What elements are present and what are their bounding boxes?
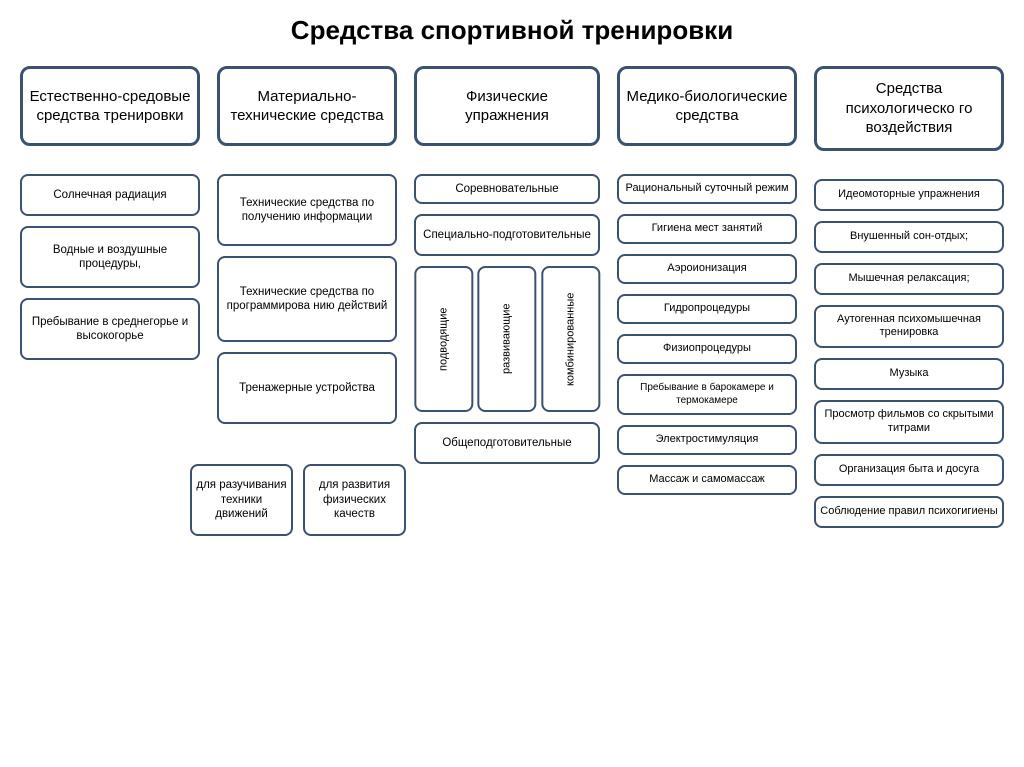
item-box: Соревновательные	[414, 174, 600, 204]
item-box: для разучивания техники движений	[190, 464, 293, 536]
item-box: Музыка	[814, 358, 1004, 390]
item-box: Организация быта и досуга	[814, 454, 1004, 486]
item-box: Пребывание в среднегорье и высокогорье	[20, 298, 200, 360]
item-box: Электростимуляция	[617, 425, 797, 455]
item-box: Технические средства по программирова ни…	[217, 256, 397, 342]
item-box: Солнечная радиация	[20, 174, 200, 216]
item-box: Просмотр фильмов со скрытыми титрами	[814, 400, 1004, 444]
diagram-title: Средства спортивной тренировки	[20, 15, 1004, 46]
item-box: Гидропроцедуры	[617, 294, 797, 324]
item-box: Физиопроцедуры	[617, 334, 797, 364]
column-natural: Естественно-средовые средства тренировки…	[20, 66, 200, 536]
item-box: для развития физических качеств	[303, 464, 406, 536]
item-box: Мышечная релаксация;	[814, 263, 1004, 295]
header-natural: Естественно-средовые средства тренировки	[20, 66, 200, 146]
item-box: Массаж и самомассаж	[617, 465, 797, 495]
item-box: Аутогенная психомышечная тренировка	[814, 305, 1004, 349]
item-box: Соблюдение правил психогигиены	[814, 496, 1004, 528]
item-box: Общеподготовительные	[414, 422, 600, 464]
column-technical: Материально-технические средства Техниче…	[217, 66, 397, 536]
vertical-box: комбинированные	[541, 266, 600, 412]
header-psychological: Средства психологическо го воздействия	[814, 66, 1004, 151]
item-box: Тренажерные устройства	[217, 352, 397, 424]
bottom-row: для разучивания техники движений для раз…	[190, 464, 406, 536]
item-box: Гигиена мест занятий	[617, 214, 797, 244]
vertical-box: развивающие	[477, 266, 536, 412]
vertical-row: подводящие развивающие комбинированные	[414, 266, 600, 412]
item-box: Идеомоторные упражнения	[814, 179, 1004, 211]
header-medical: Медико-биологические средства	[617, 66, 797, 146]
item-box: Аэроионизация	[617, 254, 797, 284]
item-box: Внушенный сон-отдых;	[814, 221, 1004, 253]
header-physical: Физические упражнения	[414, 66, 600, 146]
column-psychological: Средства психологическо го воздействия И…	[814, 66, 1004, 536]
item-box: Пребывание в барокамере и термокамере	[617, 374, 797, 415]
item-box: Рациональный суточный режим	[617, 174, 797, 204]
item-box: Технические средства по получению информ…	[217, 174, 397, 246]
column-medical: Медико-биологические средства Рациональн…	[617, 66, 797, 536]
vertical-box: подводящие	[414, 266, 473, 412]
item-box: Специально-подготовительные	[414, 214, 600, 256]
item-box: Водные и воздушные процедуры,	[20, 226, 200, 288]
column-physical: Физические упражнения Соревновательные С…	[414, 66, 600, 536]
diagram-columns: Естественно-средовые средства тренировки…	[20, 66, 1004, 536]
header-technical: Материально-технические средства	[217, 66, 397, 146]
